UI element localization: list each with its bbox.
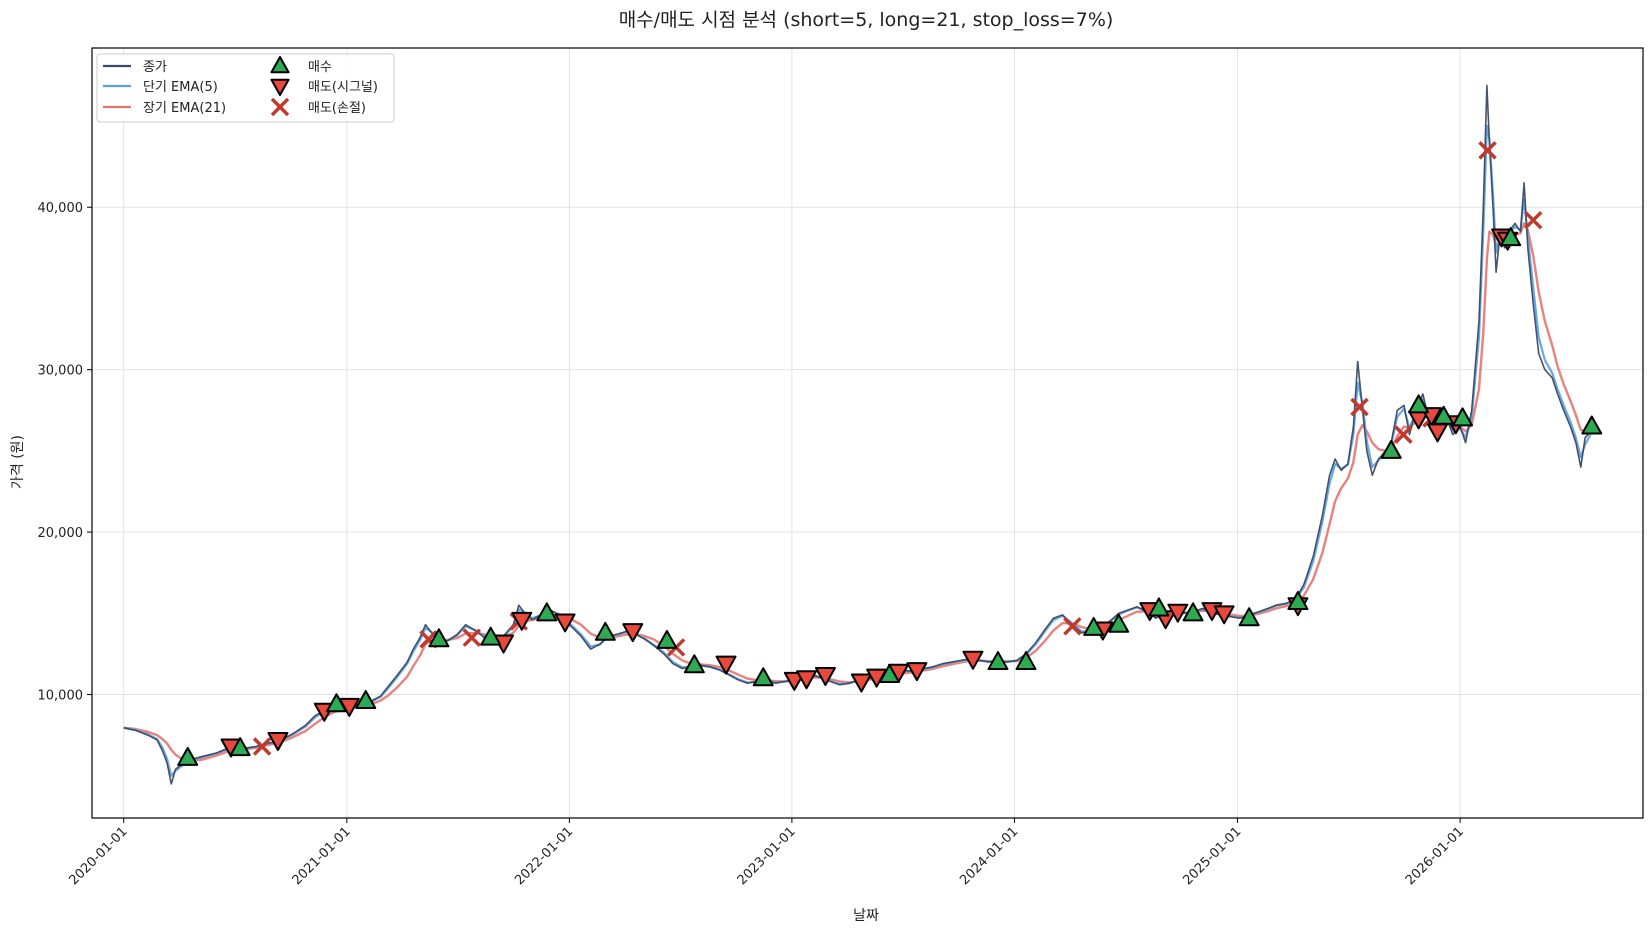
marker-buy — [536, 602, 558, 622]
x-tick-label: 2023-01-01 — [735, 824, 799, 888]
marker-sell-signal — [511, 611, 533, 631]
marker-buy — [752, 667, 774, 687]
marker-buy — [594, 621, 616, 641]
marker-buy — [1452, 407, 1474, 427]
y-tick-label: 30,000 — [38, 364, 84, 379]
x-tick-label: 2026-01-01 — [1403, 824, 1467, 888]
marker-sell-signal — [267, 732, 289, 752]
marker-sell-signal — [906, 662, 928, 682]
marker-buy — [656, 629, 678, 649]
marker-sell-signal — [783, 671, 805, 691]
y-axis: 10,000 20,000 30,000 40,000 — [38, 201, 92, 704]
marker-buy — [229, 737, 251, 757]
x-tick-label: 2024-01-01 — [957, 824, 1021, 888]
marker-buy — [878, 664, 900, 684]
marker-sell-signal — [814, 667, 836, 687]
legend-swatch-buy — [270, 56, 290, 74]
marker-sell-stop — [1063, 617, 1082, 636]
marker-buy — [1500, 227, 1522, 247]
marker-sell-stop — [462, 628, 482, 647]
marker-sell-signal — [796, 670, 818, 690]
legend-label-sell-signal: 매도(시그널) — [308, 80, 378, 95]
legend-label-close: 종가 — [143, 60, 167, 75]
marker-buy — [1083, 616, 1105, 636]
marker-buy — [1408, 394, 1430, 414]
x-tick-label: 2020-01-01 — [66, 824, 130, 888]
marker-buy — [1238, 607, 1260, 627]
legend-label-ema-long: 장기 EMA(21) — [143, 101, 226, 116]
marker-buy — [480, 626, 502, 646]
legend-label-ema-short: 단기 EMA(5) — [143, 80, 218, 95]
marker-buy — [1182, 602, 1204, 622]
marker-buy — [355, 690, 377, 710]
legend-label-buy: 매수 — [308, 60, 332, 75]
marker-buy — [1380, 439, 1402, 459]
marker-sell-signal — [1213, 605, 1235, 625]
marker-sell-stop — [252, 737, 272, 756]
y-tick-label: 20,000 — [38, 526, 84, 541]
marker-sell-signal — [622, 623, 644, 643]
x-tick-label: 2022-01-01 — [512, 824, 576, 888]
marker-buy — [987, 651, 1009, 671]
marker-sell-stop — [1350, 397, 1369, 417]
marker-sell-signal — [850, 673, 872, 693]
legend-swatch-sell-stop — [270, 97, 290, 117]
chart-title: 매수/매도 시점 분석 (short=5, long=21, stop_loss… — [619, 9, 1114, 31]
marker-sell-signal — [715, 655, 737, 675]
marker-sell-signal — [1167, 603, 1189, 623]
marker-buy — [1108, 613, 1130, 633]
marker-sell-stop — [1394, 425, 1413, 444]
legend-box — [96, 53, 395, 123]
marker-buy — [1433, 405, 1455, 425]
legend-label-sell-stop: 매도(손절) — [308, 101, 366, 116]
marker-buy — [325, 693, 347, 713]
marker-buy — [1581, 415, 1603, 435]
marker-buy — [683, 654, 705, 674]
marker-sell-signal — [962, 650, 984, 670]
x-tick-label: 2021-01-01 — [290, 824, 354, 888]
x-axis-label: 날짜 — [853, 908, 879, 924]
marker-sell-signal — [554, 613, 576, 633]
marker-sell-stop — [1524, 210, 1543, 230]
marker-buy — [1015, 651, 1037, 671]
marker-buy — [177, 746, 199, 766]
x-tick-label: 2025-01-01 — [1180, 824, 1244, 888]
signal-markers — [177, 141, 1603, 766]
y-tick-label: 40,000 — [38, 201, 84, 216]
plot-area — [91, 47, 1644, 819]
marker-sell-stop — [1478, 141, 1497, 160]
y-axis-label: 가격 (원) — [10, 435, 26, 489]
marker-buy — [1287, 590, 1309, 610]
marker-buy — [1148, 597, 1170, 617]
marker-buy — [428, 628, 450, 648]
y-tick-label: 10,000 — [38, 689, 84, 704]
marker-sell-signal — [1427, 423, 1449, 443]
legend-swatch-sell-signal — [270, 78, 290, 96]
x-axis: 2020-01-01 2021-01-01 2022-01-01 2023-01-01… — [66, 818, 1467, 888]
grid-lines — [92, 48, 1643, 818]
